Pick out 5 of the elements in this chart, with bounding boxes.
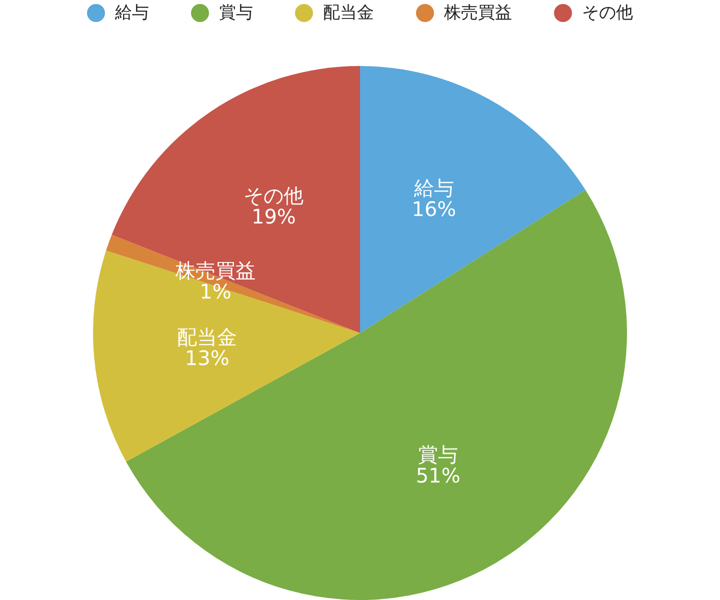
legend-label: 配当金: [323, 3, 374, 23]
legend-label: 株売買益: [443, 3, 512, 23]
legend-label: その他: [582, 3, 633, 23]
legend-label: 賞与: [219, 3, 253, 23]
legend-label: 給与: [114, 3, 149, 23]
